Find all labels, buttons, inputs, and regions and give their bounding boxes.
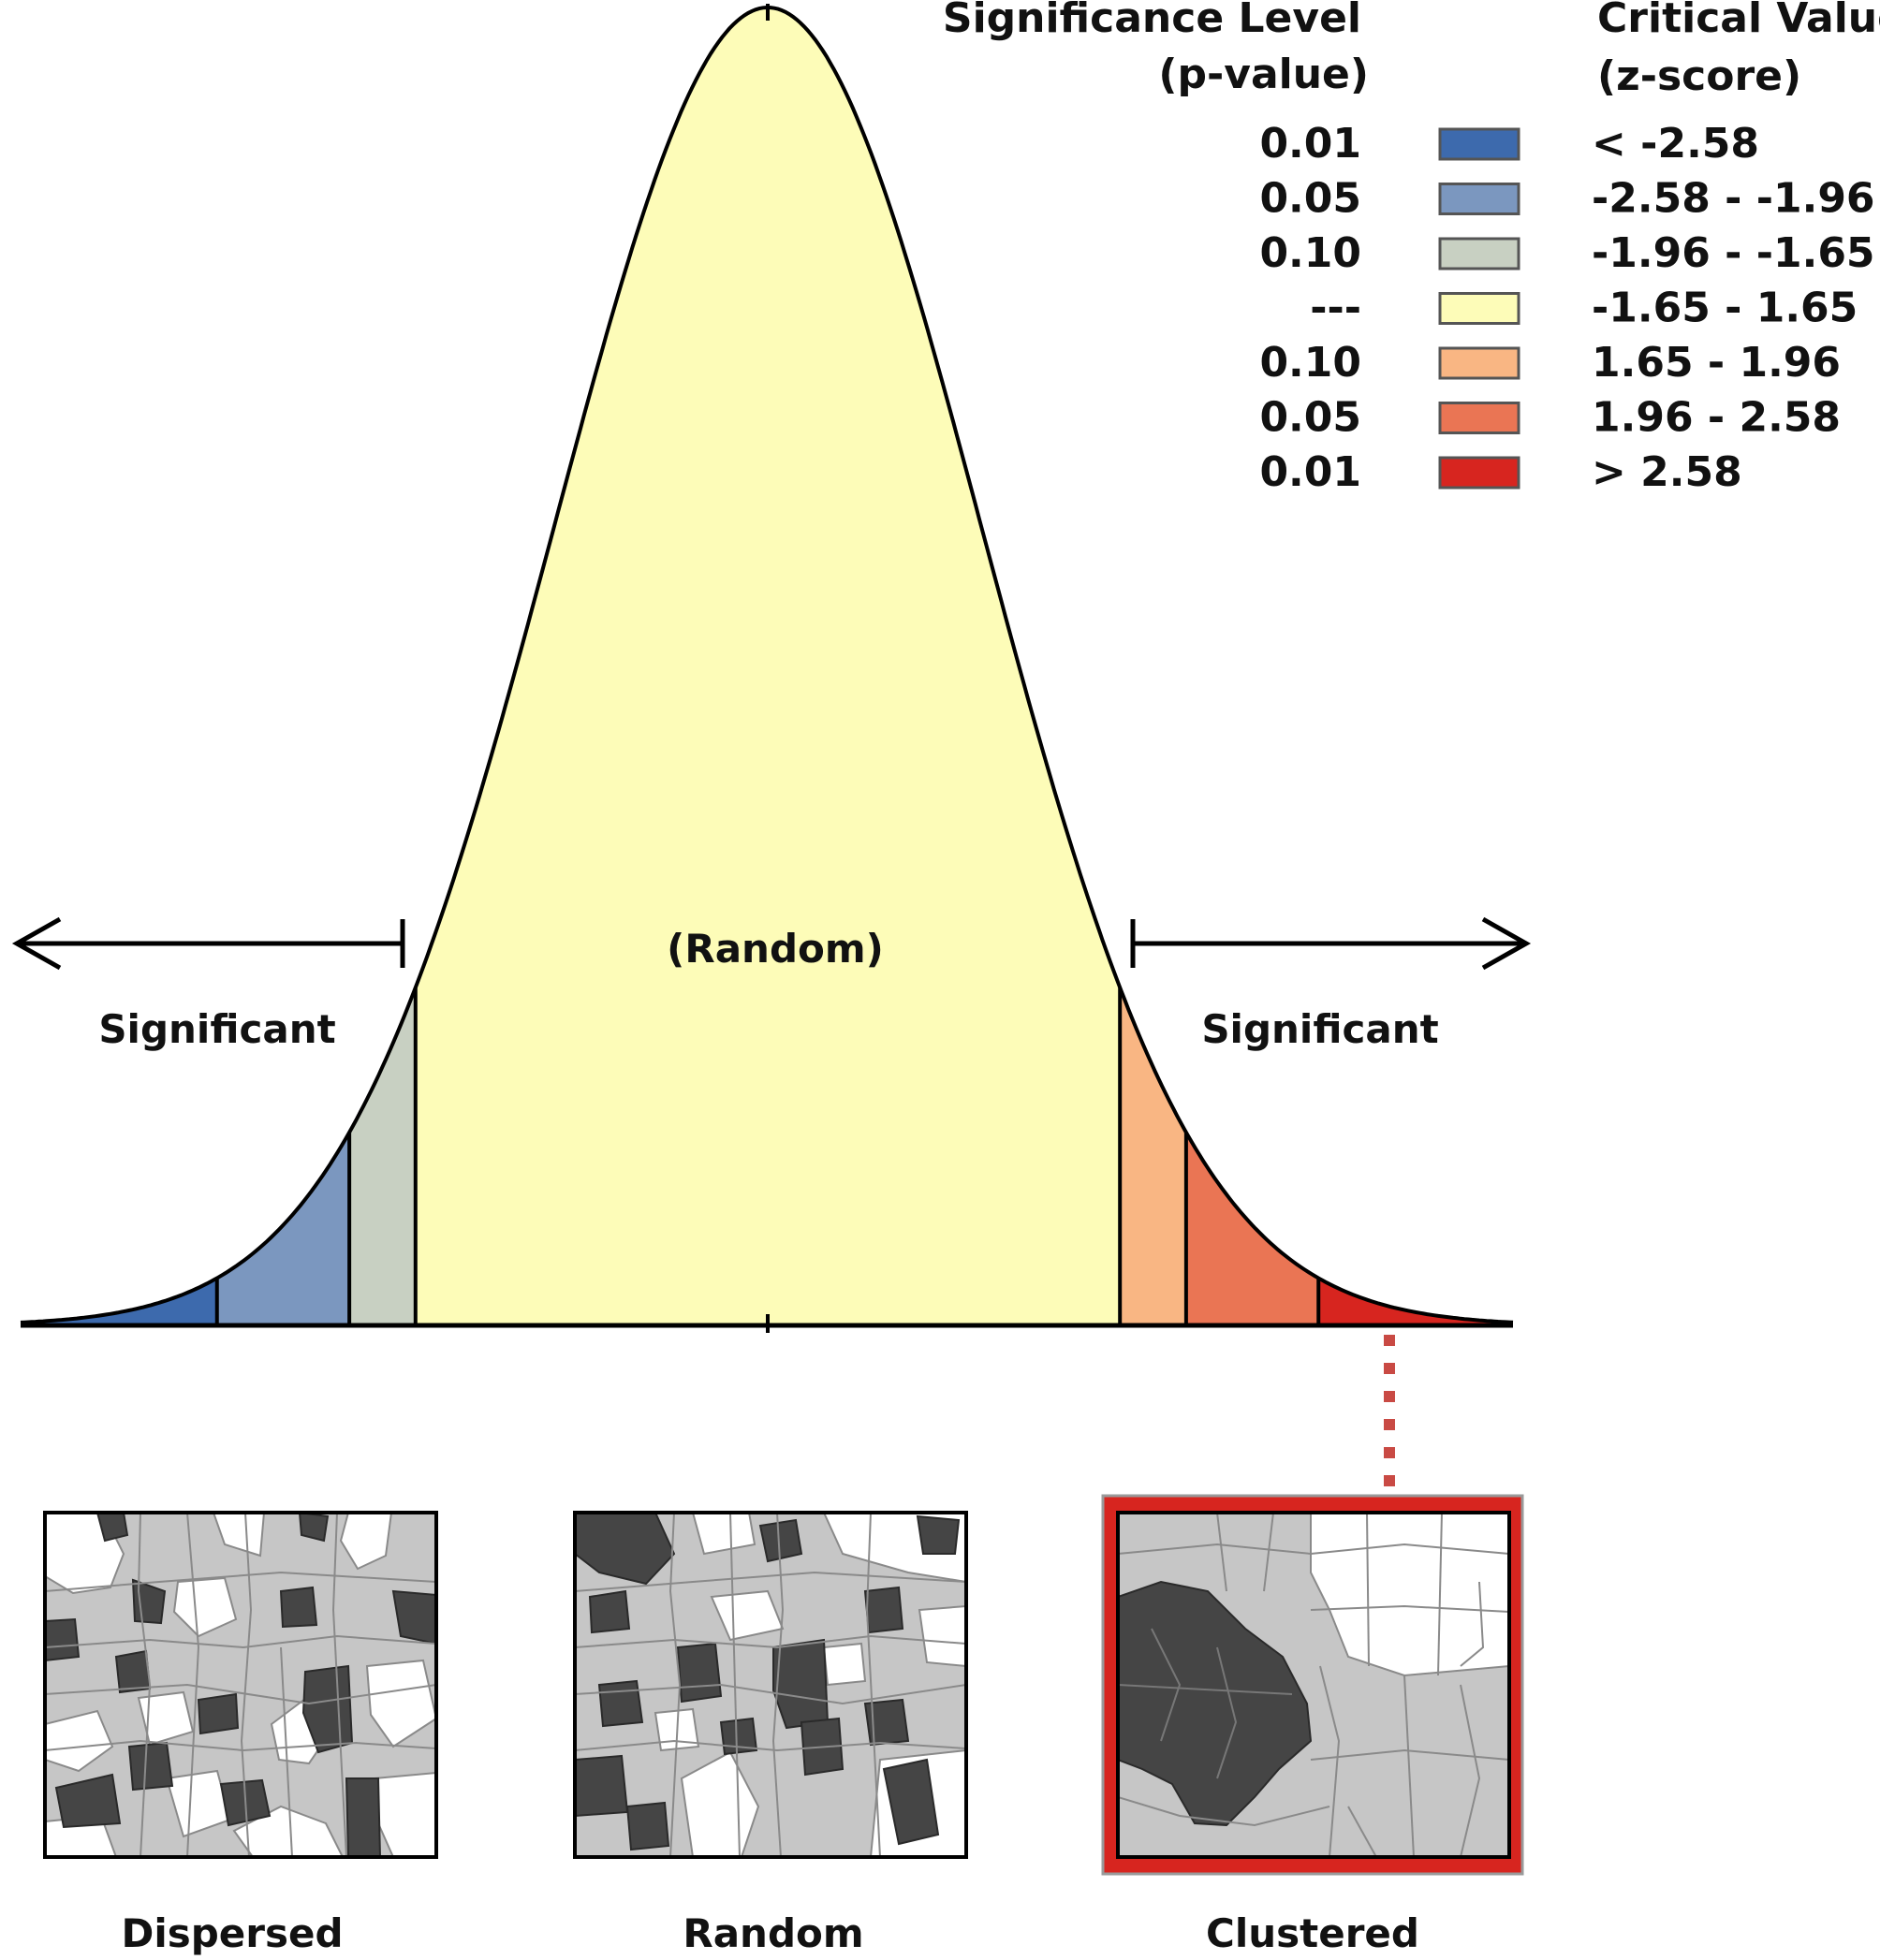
legend-row: 0.05 1.96 - 2.58: [1259, 394, 1841, 442]
legend-z-score: 1.65 - 1.96: [1592, 339, 1841, 387]
legend-swatch: [1438, 456, 1520, 490]
legend-row: 0.01 > 2.58: [1259, 448, 1741, 496]
legend-sig-heading-line1: Significance Level: [943, 0, 1361, 42]
legend-swatch: [1438, 292, 1520, 325]
legend-p-value: 0.05: [1259, 394, 1361, 442]
legend-p-value: 0.01: [1259, 448, 1361, 496]
legend-swatch: [1438, 346, 1520, 380]
legend-row: 0.01 < -2.58: [1259, 120, 1759, 168]
band-red-tail: [1318, 1278, 1513, 1325]
band-salmon: [1185, 1132, 1319, 1325]
legend-sig-heading-line2: (p-value): [1158, 51, 1369, 98]
legend-swatch: [1438, 402, 1520, 434]
legend-p-value: 0.01: [1259, 120, 1361, 168]
clustered-map: [1101, 1494, 1524, 1876]
legend-p-value: ---: [1310, 285, 1361, 332]
legend-p-value: 0.10: [1259, 229, 1361, 277]
clustered-label: Clustered: [1206, 1910, 1419, 1956]
legend-p-value: 0.05: [1259, 175, 1361, 223]
legend-row: --- -1.65 - 1.65: [1310, 285, 1858, 332]
legend-swatch: [1438, 183, 1520, 215]
band-dividers: [214, 987, 1321, 1325]
band-gray: [349, 987, 416, 1325]
band-random: [415, 7, 1121, 1325]
legend-crit-heading-line1: Critical Value: [1597, 0, 1880, 42]
legend-row: 0.10 1.65 - 1.96: [1259, 339, 1841, 387]
right-significant-label: Significant: [1201, 1006, 1438, 1052]
legend-z-score: < -2.58: [1592, 120, 1759, 168]
legend-rows: 0.01 < -2.58 0.05 -2.58 - -1.96 0.10 -1.96 - …: [1259, 120, 1874, 496]
band-lightblue: [216, 1132, 350, 1325]
legend-crit-heading-line2: (z-score): [1597, 52, 1801, 100]
legend-swatch: [1438, 237, 1520, 271]
curve-bands: [21, 7, 1513, 1325]
legend-row: 0.10 -1.96 - -1.65: [1259, 229, 1874, 277]
legend-z-score: -2.58 - -1.96: [1592, 175, 1875, 223]
band-blue-tail: [21, 1278, 217, 1325]
legend-z-score: -1.96 - -1.65: [1592, 229, 1875, 277]
legend: Significance Level (p-value) Critical Va…: [943, 0, 1880, 496]
legend-z-score: -1.65 - 1.65: [1592, 285, 1858, 332]
random-map: [573, 1511, 968, 1859]
legend-row: 0.05 -2.58 - -1.96: [1259, 175, 1874, 223]
random-curve-label: (Random): [667, 926, 884, 972]
legend-p-value: 0.10: [1259, 339, 1361, 387]
dispersed-map: [43, 1511, 438, 1859]
legend-z-score: 1.96 - 2.58: [1592, 394, 1841, 442]
legend-z-score: > 2.58: [1592, 448, 1742, 496]
left-significant-arrow: [11, 916, 405, 971]
random-map-label: Random: [683, 1910, 863, 1956]
dispersed-label: Dispersed: [121, 1910, 343, 1956]
right-significant-arrow: [1130, 916, 1532, 971]
band-orange: [1120, 987, 1186, 1325]
legend-swatch: [1438, 127, 1520, 161]
left-significant-label: Significant: [98, 1006, 335, 1052]
